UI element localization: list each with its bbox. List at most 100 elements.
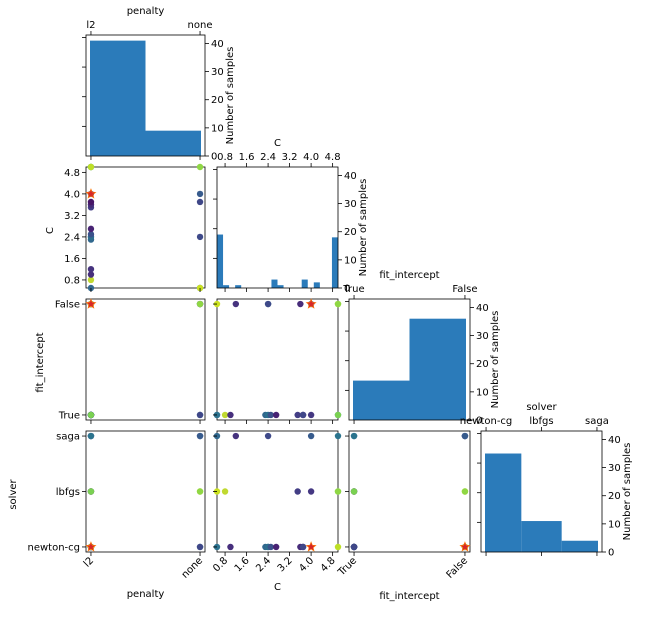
trial-point bbox=[294, 411, 301, 419]
top-tick-label: saga bbox=[585, 416, 609, 427]
left-tick-label: True bbox=[58, 410, 80, 421]
count-tick-label: 40 bbox=[476, 303, 489, 314]
trial-point bbox=[87, 231, 95, 238]
panel-frame bbox=[85, 298, 206, 421]
left-axis-solver: newton-cg lbfgs saga solver bbox=[8, 432, 349, 553]
best-trial-star bbox=[85, 298, 97, 309]
left-axis-label: fit_intercept bbox=[35, 332, 46, 392]
hist-bar bbox=[235, 285, 242, 288]
count-axis-label: Number of samples bbox=[490, 311, 501, 409]
bottom-tick-label: 3.2 bbox=[276, 555, 295, 574]
trial-point bbox=[267, 411, 274, 419]
trial-point bbox=[196, 190, 204, 198]
top-tick-label: 0.8 bbox=[217, 152, 233, 163]
left-tick-label: 0.8 bbox=[64, 275, 80, 286]
left-tick-label: 4.8 bbox=[64, 168, 80, 179]
trial-point bbox=[87, 198, 95, 206]
top-tick-label: newton-cg bbox=[460, 416, 513, 427]
top-tick-label: False bbox=[452, 284, 477, 295]
left-tick-label: 2.4 bbox=[64, 232, 80, 243]
left-axis-C: 0.8 1.6 2.4 3.2 4.0 4.8 C bbox=[45, 168, 86, 286]
bottom-tick-label: 4.8 bbox=[319, 555, 338, 574]
best-trial-star bbox=[305, 541, 317, 552]
best-trial-star bbox=[85, 541, 97, 552]
trial-point bbox=[307, 411, 315, 419]
count-tick-label: 30 bbox=[211, 67, 224, 78]
count-axis-label: Number of samples bbox=[358, 179, 369, 277]
trial-point bbox=[334, 411, 342, 419]
count-tick-label: 0 bbox=[211, 152, 217, 163]
trial-point bbox=[294, 488, 301, 495]
top-axis-label: C bbox=[274, 138, 281, 149]
trial-point bbox=[299, 543, 307, 551]
top-tick-label: l2 bbox=[86, 20, 95, 31]
trial-point bbox=[196, 543, 204, 551]
hist-bar bbox=[223, 285, 230, 288]
trial-point bbox=[87, 432, 95, 440]
top-tick-label: lbfgs bbox=[529, 416, 553, 427]
trial-point bbox=[297, 300, 304, 308]
best-trial-star bbox=[85, 188, 97, 199]
trial-point bbox=[227, 411, 234, 419]
hist-bar bbox=[521, 521, 562, 552]
count-tick-label: 10 bbox=[476, 387, 489, 398]
left-tick-label: 4.0 bbox=[64, 189, 80, 200]
trial-point bbox=[334, 488, 342, 495]
trial-point bbox=[461, 432, 469, 440]
trial-point bbox=[196, 233, 204, 241]
trial-point bbox=[272, 411, 280, 419]
count-tick-label: 40 bbox=[608, 435, 621, 446]
panel-frame bbox=[216, 430, 339, 553]
count-tick-label: 30 bbox=[476, 331, 489, 342]
hist-bar bbox=[277, 285, 284, 288]
count-tick-label: 40 bbox=[211, 39, 224, 50]
trial-point bbox=[221, 411, 229, 419]
scatter-panel-solver-vs-C bbox=[213, 430, 342, 553]
trial-point bbox=[334, 432, 342, 440]
count-tick-label: 0 bbox=[608, 548, 614, 559]
bottom-tick-label: True bbox=[336, 555, 360, 579]
left-axis-label: solver bbox=[8, 478, 19, 509]
count-tick-label: 20 bbox=[608, 491, 621, 502]
count-tick-label: 0 bbox=[344, 284, 350, 295]
bottom-tick-label: 4.0 bbox=[297, 555, 316, 574]
hist-bar bbox=[353, 380, 410, 420]
left-axis-fit_intercept: True False fit_intercept bbox=[35, 300, 217, 421]
top-tick-label: True bbox=[342, 284, 364, 295]
count-tick-label: 20 bbox=[476, 359, 489, 370]
count-tick-label: 10 bbox=[344, 255, 357, 266]
best-trial-star bbox=[305, 298, 317, 309]
trial-point bbox=[196, 488, 204, 495]
trial-point bbox=[334, 300, 342, 308]
panel-frame bbox=[85, 34, 206, 157]
trial-point bbox=[87, 265, 95, 273]
trial-point bbox=[232, 300, 240, 308]
top-axis-label: penalty bbox=[127, 6, 165, 17]
trial-point bbox=[350, 432, 358, 440]
hist-bar bbox=[90, 40, 146, 156]
top-tick-label: 3.2 bbox=[282, 152, 298, 163]
trial-point bbox=[87, 488, 95, 495]
trial-point bbox=[196, 163, 204, 171]
count-tick-label: 30 bbox=[344, 199, 357, 210]
bottom-tick-label: none bbox=[180, 555, 205, 580]
hist-bar bbox=[271, 279, 278, 288]
trial-point bbox=[272, 543, 280, 551]
trial-point bbox=[307, 432, 315, 440]
top-tick-label: 2.4 bbox=[260, 152, 276, 163]
left-tick-label: 1.6 bbox=[64, 254, 80, 265]
bottom-axis-label: C bbox=[274, 582, 281, 593]
top-axis-label: fit_intercept bbox=[379, 270, 439, 281]
trial-point bbox=[264, 300, 272, 308]
panel-frame bbox=[85, 166, 206, 289]
trial-point bbox=[350, 543, 358, 551]
count-axis-label: Number of samples bbox=[225, 47, 236, 145]
count-tick-label: 10 bbox=[211, 123, 224, 134]
top-tick-label: 4.8 bbox=[325, 152, 341, 163]
top-tick-label: 1.6 bbox=[239, 152, 255, 163]
